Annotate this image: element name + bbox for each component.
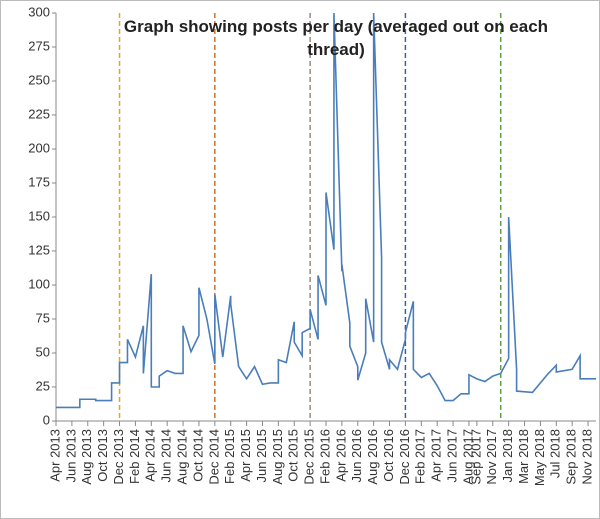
y-tick-label: 150	[28, 208, 50, 223]
y-tick-label: 75	[36, 310, 50, 325]
y-tick-label: 225	[28, 106, 50, 121]
x-tick-label: Sep 2018	[564, 429, 579, 485]
x-tick-label: Aug 2015	[270, 429, 285, 485]
x-tick-label: Nov 2018	[579, 429, 594, 485]
y-tick-label: 275	[28, 38, 50, 53]
x-tick-label: Jun 2013	[63, 429, 78, 483]
x-tick-label: Oct 2013	[95, 429, 110, 482]
y-tick-label: 50	[36, 344, 50, 359]
x-tick-label: Aug 2017	[460, 429, 475, 485]
x-tick-label: Jun 2015	[254, 429, 269, 483]
x-tick-label: Apr 2015	[238, 429, 253, 482]
x-tick-label: Jun 2014	[159, 429, 174, 483]
x-tick-label: Feb 2017	[413, 429, 428, 484]
x-tick-label: Nov 2017	[484, 429, 499, 485]
x-tick-label: Feb 2015	[222, 429, 237, 484]
x-tick-label: Jul 2018	[548, 429, 563, 478]
y-tick-label: 125	[28, 242, 50, 257]
x-tick-label: Apr 2016	[333, 429, 348, 482]
y-tick-label: 175	[28, 174, 50, 189]
y-tick-label: 25	[36, 378, 50, 393]
x-tick-label: Aug 2013	[79, 429, 94, 485]
x-tick-label: Dec 2013	[111, 429, 126, 485]
y-tick-label: 300	[28, 4, 50, 19]
x-tick-label: Apr 2017	[429, 429, 444, 482]
x-tick-label: Apr 2014	[143, 429, 158, 482]
x-tick-label: Oct 2016	[381, 429, 396, 482]
x-tick-label: Feb 2014	[127, 429, 142, 484]
y-tick-label: 0	[43, 412, 50, 427]
x-tick-label: Apr 2013	[47, 429, 62, 482]
x-tick-label: Jan 2018	[500, 429, 515, 483]
x-tick-label: Dec 2015	[302, 429, 317, 485]
y-tick-label: 250	[28, 72, 50, 87]
x-tick-label: May 2018	[532, 429, 547, 486]
x-tick-label: Dec 2016	[397, 429, 412, 485]
y-tick-label: 200	[28, 140, 50, 155]
x-tick-label: Aug 2016	[365, 429, 380, 485]
x-tick-label: Jun 2017	[444, 429, 459, 483]
x-tick-label: Mar 2018	[516, 429, 531, 484]
x-tick-label: Aug 2014	[174, 429, 189, 485]
x-tick-label: Dec 2014	[206, 429, 221, 485]
x-tick-label: Sep 2017	[468, 429, 483, 485]
x-tick-label: Feb 2016	[317, 429, 332, 484]
y-tick-label: 100	[28, 276, 50, 291]
data-line	[56, 12, 596, 409]
x-tick-label: Oct 2014	[190, 429, 205, 482]
x-tick-label: Oct 2015	[286, 429, 301, 482]
chart-title: Graph showing posts per day (averaged ou…	[123, 17, 549, 59]
x-tick-label: Jun 2016	[349, 429, 364, 483]
